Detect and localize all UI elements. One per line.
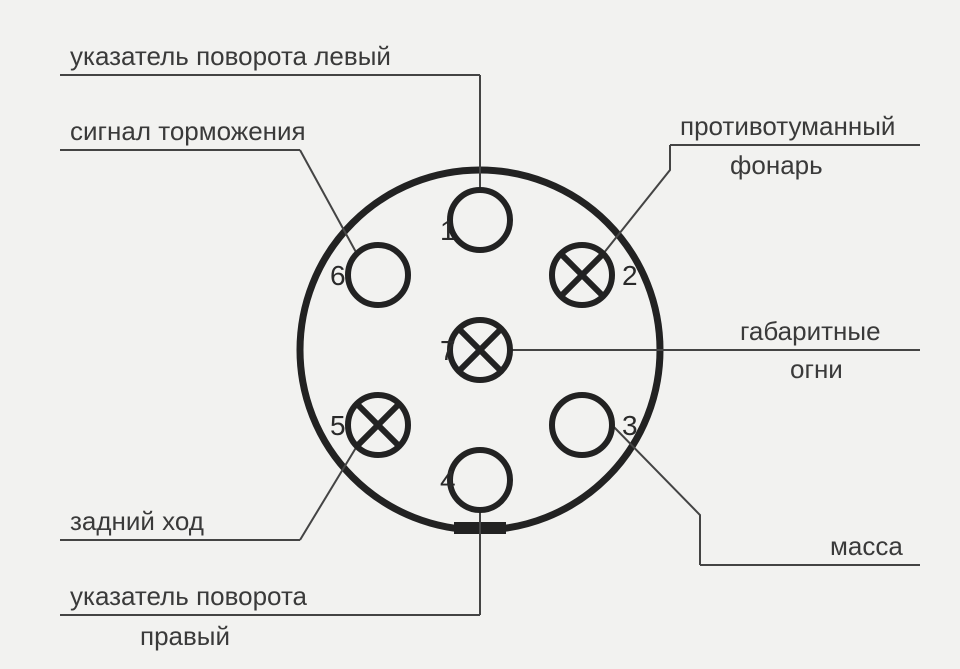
pin-4-label-1: правый [140, 621, 230, 651]
pin-4-label-0: указатель поворота [70, 581, 308, 611]
pin-1-number: 1 [440, 215, 456, 246]
pin-3-number: 3 [622, 410, 638, 441]
pin-6-label-0: сигнал торможения [70, 116, 306, 146]
pin-1-circle [450, 190, 510, 250]
pin-2-label-0: противотуманный [680, 111, 895, 141]
pin-7-label-0: габаритные [740, 316, 881, 346]
pin-2-label-1: фонарь [730, 150, 823, 180]
pin-5-number: 5 [330, 410, 346, 441]
pin-1-label-0: указатель поворота левый [70, 41, 391, 71]
pin-7-number: 7 [440, 335, 456, 366]
pin-6-number: 6 [330, 260, 346, 291]
pin-4-circle [450, 450, 510, 510]
pin-2-number: 2 [622, 260, 638, 291]
pin-4-number: 4 [440, 465, 456, 496]
pin-5-label-0: задний ход [70, 506, 204, 536]
connector-diagram: 1 указатель поворота левый 2 противотуманны… [0, 0, 960, 669]
pin-6-circle [348, 245, 408, 305]
pin-7-label-1: огни [790, 354, 843, 384]
pin-3-circle [552, 395, 612, 455]
pin-3-label-0: масса [830, 531, 903, 561]
